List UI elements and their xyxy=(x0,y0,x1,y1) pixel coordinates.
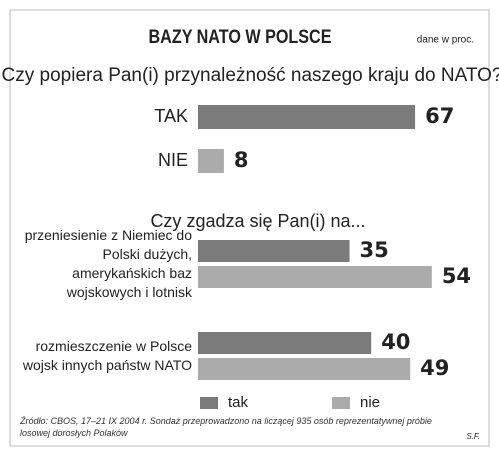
legend-label: nie xyxy=(360,394,380,411)
bar xyxy=(198,105,416,129)
bar xyxy=(198,332,372,354)
source-note: Źródło: CBOS, 17–21 IX 2004 r. Sondaż pr… xyxy=(20,416,432,438)
signature: S.F. xyxy=(466,432,480,441)
category-label: NIE xyxy=(158,150,188,170)
category-label: przeniesienie z Niemiec do Polski dużych… xyxy=(24,227,192,300)
question: Czy popiera Pan(i) przynależność naszego… xyxy=(2,65,499,86)
category-label: TAK xyxy=(154,106,188,126)
bar xyxy=(198,240,350,262)
value-label: 67 xyxy=(425,104,454,128)
value-label: 8 xyxy=(234,148,249,172)
value-label: 40 xyxy=(381,330,410,354)
bar xyxy=(198,149,224,173)
bar xyxy=(198,266,432,288)
bar xyxy=(198,358,411,380)
legend-swatch xyxy=(332,397,350,409)
category-label: rozmieszczenie w Polsce wojsk innych pań… xyxy=(22,338,192,373)
legend-swatch xyxy=(200,397,218,409)
legend-label: tak xyxy=(228,394,249,411)
value-label: 54 xyxy=(442,264,471,288)
value-label: 35 xyxy=(360,238,389,262)
title: BAZY NATO W POLSCE xyxy=(149,26,332,48)
unit-note: dane w proc. xyxy=(417,35,474,46)
frame xyxy=(9,9,490,447)
question: Czy zgadza się Pan(i) na... xyxy=(150,211,365,231)
value-label: 49 xyxy=(420,356,449,380)
